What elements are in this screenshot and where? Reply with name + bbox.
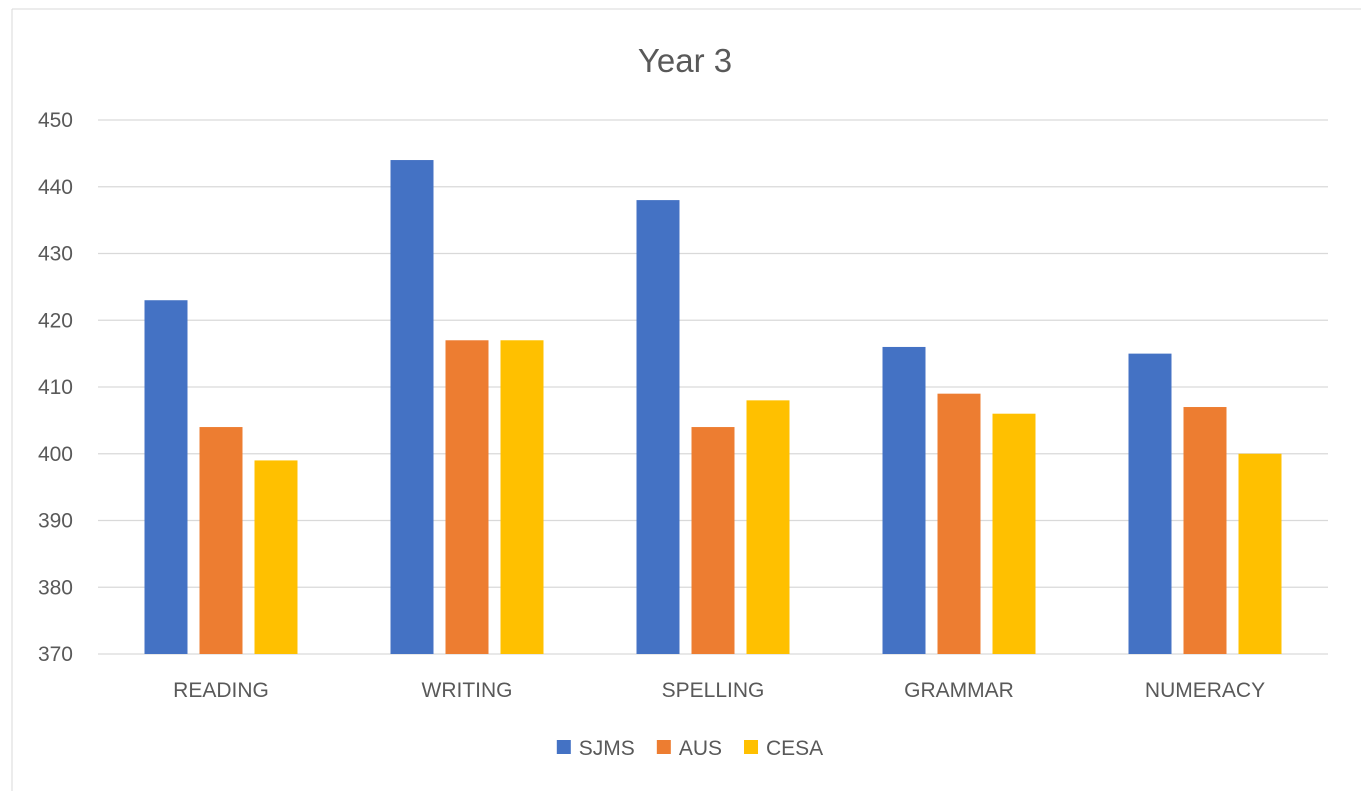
y-axis-tick-labels: 370 380 390 400 410 420 430 440 450	[38, 109, 73, 666]
bar-cesa-reading	[254, 460, 298, 654]
legend-swatch-sjms	[556, 740, 571, 754]
y-tick-label: 440	[38, 176, 73, 199]
bar-cesa-spelling	[746, 400, 790, 654]
legend-swatch-cesa	[744, 740, 759, 754]
bar-sjms-reading	[144, 300, 188, 654]
bar-sjms-numeracy	[1128, 353, 1172, 654]
y-tick-label: 390	[38, 510, 73, 533]
bar-aus-numeracy	[1183, 407, 1227, 654]
bar-aus-grammar	[937, 393, 981, 654]
x-category-label: SPELLING	[662, 679, 765, 702]
y-tick-label: 400	[38, 443, 73, 466]
y-tick-label: 410	[38, 376, 73, 399]
bar-aus-reading	[199, 427, 243, 654]
x-category-label: NUMERACY	[1145, 679, 1265, 702]
bar-sjms-spelling	[636, 200, 680, 654]
bar-aus-writing	[445, 340, 489, 654]
bar-cesa-numeracy	[1238, 453, 1282, 654]
bar-sjms-grammar	[882, 346, 926, 654]
bar-cesa-writing	[500, 340, 544, 654]
chart-title: Year 3	[638, 42, 732, 79]
y-tick-label: 420	[38, 309, 73, 332]
x-category-label: READING	[173, 679, 269, 702]
legend-item-aus: AUS	[656, 737, 722, 760]
legend: SJMS AUS CESA	[556, 737, 823, 760]
legend-item-cesa: CESA	[744, 737, 823, 760]
y-tick-label: 370	[38, 643, 73, 666]
legend-label-sjms: SJMS	[579, 737, 635, 760]
y-tick-label: 430	[38, 243, 73, 266]
x-category-label: WRITING	[422, 679, 513, 702]
legend-swatch-aus	[656, 740, 671, 754]
x-category-label: GRAMMAR	[904, 679, 1014, 702]
bar-cesa-grammar	[992, 413, 1036, 654]
y-tick-label: 380	[38, 576, 73, 599]
legend-label-aus: AUS	[679, 737, 722, 760]
legend-label-cesa: CESA	[766, 737, 823, 760]
y-tick-label: 450	[38, 109, 73, 132]
x-axis-category-labels: READING WRITING SPELLING GRAMMAR NUMERACY	[173, 679, 1265, 702]
legend-item-sjms: SJMS	[556, 737, 635, 760]
bars	[144, 160, 1282, 655]
bar-aus-spelling	[691, 427, 735, 654]
bar-sjms-writing	[390, 160, 434, 655]
